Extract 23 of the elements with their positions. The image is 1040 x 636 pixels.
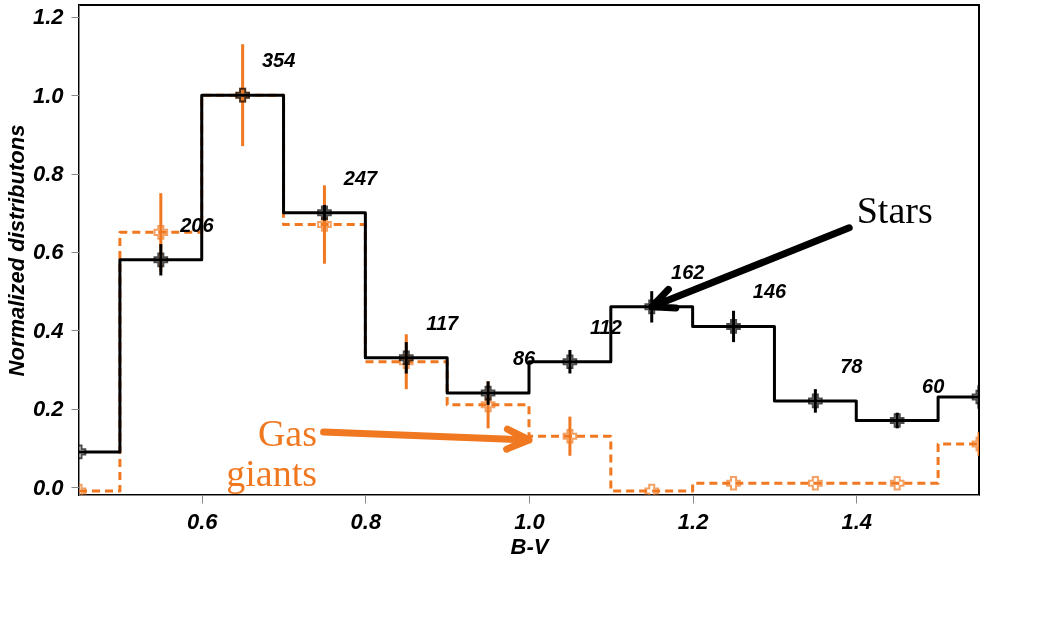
y-tick-label: 1.0 (32, 82, 65, 108)
x-tick-label: 1.4 (841, 508, 873, 534)
x-axis-title: B-V (510, 533, 551, 559)
annotation: Gas giants (226, 412, 317, 494)
x-tick-label: 1.0 (514, 508, 546, 534)
x-tick-label: 0.8 (350, 508, 382, 534)
y-tick-label: 0.2 (32, 396, 65, 422)
x-tick-label: 0.6 (186, 508, 219, 534)
annotation: 146 (752, 280, 788, 303)
annotation: 60 (922, 374, 945, 397)
y-tick-label: 0.8 (32, 161, 65, 187)
y-tick-label: 0.0 (32, 474, 65, 500)
annotation: 354 (261, 49, 296, 72)
y-tick-label: 1.2 (32, 4, 65, 30)
y-tick-label: 0.4 (32, 317, 64, 343)
x-tick-label: 1.2 (677, 508, 710, 534)
annotation: 78 (840, 354, 864, 377)
y-tick-label: 0.6 (32, 239, 65, 265)
annotation: 162 (671, 260, 705, 283)
annotation: 117 (426, 311, 460, 334)
annotation: Stars (856, 188, 933, 231)
annotation: 247 (342, 166, 379, 189)
y-axis-title: Normalized distributons (3, 124, 29, 377)
